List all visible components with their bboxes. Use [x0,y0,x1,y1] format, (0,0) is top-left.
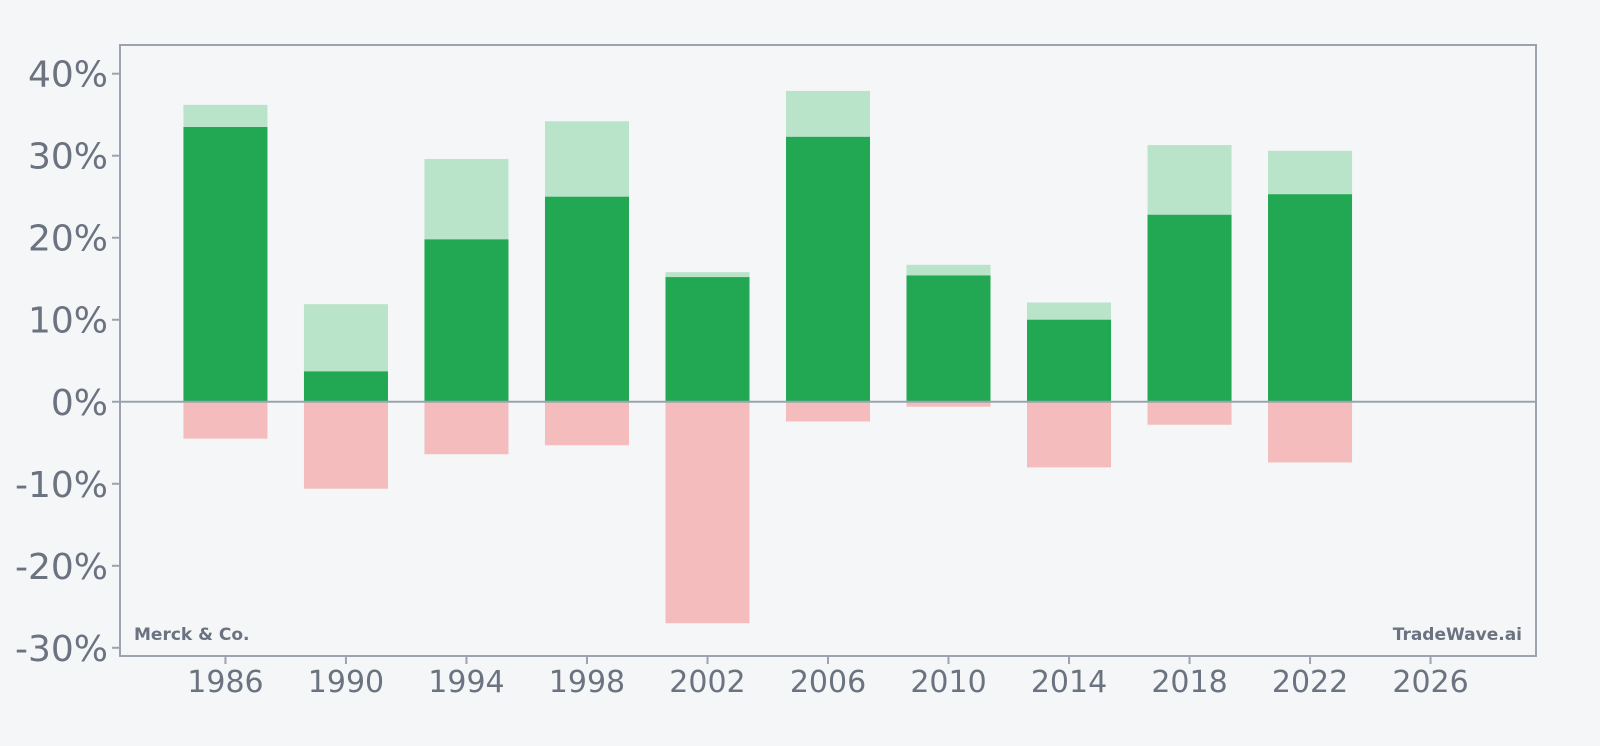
low-return-bar [665,401,750,624]
close-return-bar [183,127,268,402]
brand-watermark: TradeWave.ai [1393,625,1522,645]
low-return-bar [1268,401,1353,463]
x-tick-label: 2006 [790,665,866,700]
y-tick-label: 30% [28,137,108,178]
y-tick-label: -20% [15,547,108,588]
low-return-bar [786,401,870,422]
x-tick-label: 1994 [428,665,504,700]
y-tick-label: 40% [28,55,108,96]
close-return-bar [424,239,509,402]
x-tick-label: 2018 [1151,665,1227,700]
low-return-bar [1027,401,1112,468]
x-tick-label: 2010 [910,665,986,700]
low-return-bar [1147,401,1232,425]
close-return-bar [1268,194,1353,402]
close-return-bar [303,371,388,402]
close-return-bar [1147,214,1232,402]
low-return-bar [424,401,509,455]
x-axis: 1986 1990 1994 1998 2002 2006 2010 2014 2018 2022… [187,656,1469,700]
x-tick-label: 1986 [187,665,263,700]
close-return-bar [786,136,870,402]
close-return-bar [1027,319,1112,402]
y-tick-label: 20% [28,219,108,260]
company-watermark: Merck & Co. [134,625,250,645]
close-return-bar [906,275,991,402]
x-tick-label: 2002 [669,665,745,700]
x-tick-label: 2022 [1272,665,1348,700]
low-return-bar [906,401,991,407]
y-axis: 40% 30% 20% 10% 0% -10% -20% -30% [15,55,120,670]
x-tick-label: 2014 [1031,665,1107,700]
low-return-bar [303,401,388,489]
y-tick-label: -30% [15,629,108,670]
low-return-bar [544,401,629,446]
low-return-bar [183,401,268,439]
bars-group [183,90,1353,624]
close-return-bar [544,196,629,402]
x-tick-label: 1990 [308,665,384,700]
y-tick-label: 0% [51,383,108,424]
x-tick-label: 2026 [1392,665,1468,700]
y-tick-label: -10% [15,465,108,506]
close-return-bar [665,277,750,402]
x-tick-label: 1998 [549,665,625,700]
y-tick-label: 10% [28,301,108,342]
